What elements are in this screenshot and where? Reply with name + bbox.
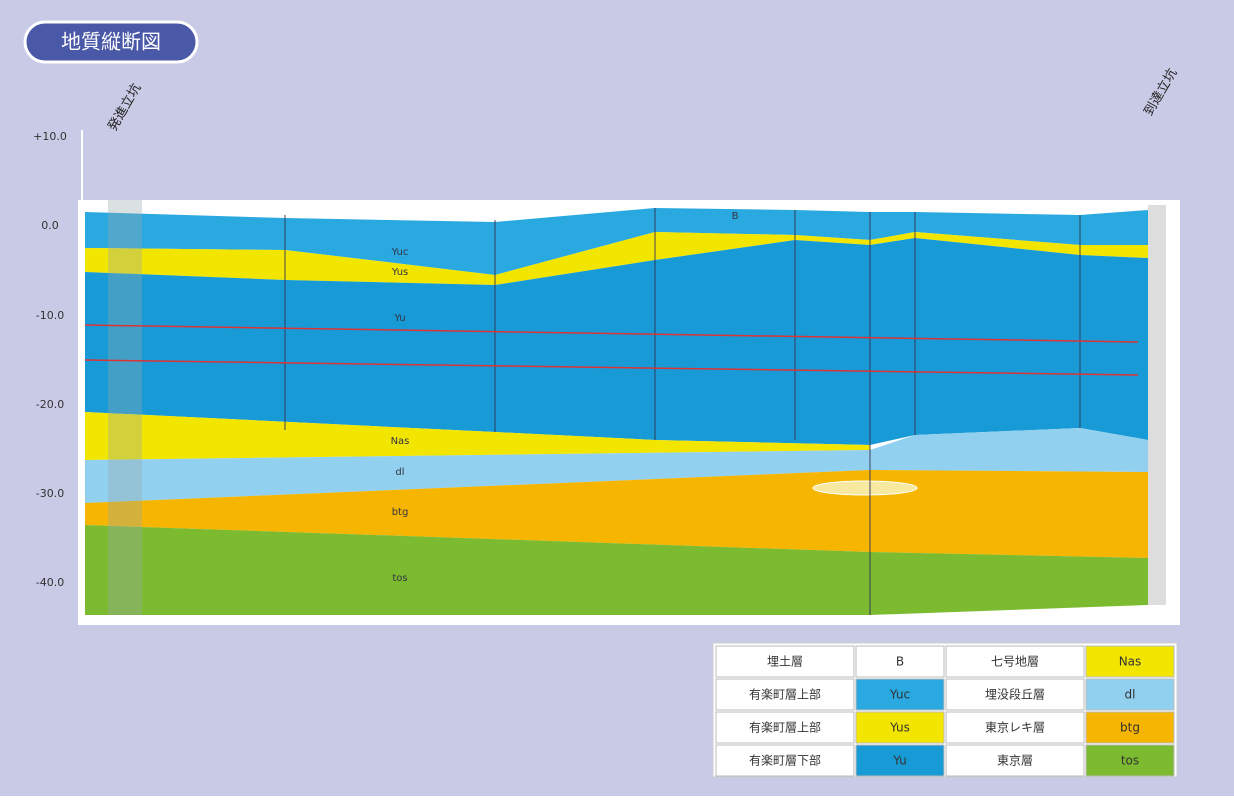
legend-cell [945,744,1085,777]
section [78,130,1180,625]
legend: 埋土層 B 七号地層 Nas 有楽町層上部 Yuc 埋没段丘層 dl 有楽町層上部 Yus 東京レキ… [712,642,1178,778]
depth-label: -40.0 [36,576,64,589]
legend-code: tos [1121,754,1139,768]
depth-label: +10.0 [33,130,67,143]
legend-cell [715,711,855,744]
legend-cell [715,744,855,777]
start-shaft [108,200,142,615]
legend-code: Yuc [889,688,910,702]
boreholes [284,208,1081,615]
layer-tos [85,525,1148,615]
legend-code: Yu [892,754,907,768]
end-shaft [1148,205,1166,605]
depth-label: -20.0 [36,398,64,411]
legend-name: 東京層 [997,754,1033,768]
layer-label: Yus [391,267,409,278]
depth-labels: +10.0 0.0 -10.0 -20.0 -30.0 -40.0 [33,130,67,589]
legend-name: 有楽町層上部 [749,687,821,702]
layer-nas [85,412,870,460]
legend-cell [855,744,945,777]
legend-code: Nas [1119,655,1142,669]
layer-yu [85,238,1148,445]
legend-code: B [896,655,904,669]
legend-name: 有楽町層下部 [749,753,821,768]
depth-label: 0.0 [41,219,59,232]
legend-code: btg [1120,721,1140,735]
layer-label: Yuc [391,247,409,258]
layer-label: Nas [391,436,410,447]
legend-name: 埋没段丘層 [985,687,1045,702]
layer-label: Yu [393,313,405,324]
legend-cell [1085,711,1175,744]
title-pill [23,20,199,64]
layer-yus [85,232,1148,285]
legend-cell [855,645,945,678]
layer-label: dl [395,467,404,478]
layer-yuc [85,208,1148,275]
legend-cell [945,645,1085,678]
layer-dl [85,428,1148,503]
legend-cell [715,645,855,678]
section-labels: B Yuc Yus Yu Nas dl btg tos [391,211,739,584]
legend-cell [1085,645,1175,678]
legend-name: 有楽町層上部 [749,720,821,735]
depth-label: -30.0 [36,487,64,500]
legend-cell [1085,678,1175,711]
legend-cell [715,678,855,711]
legend-cell [855,678,945,711]
legend-cell [945,711,1085,744]
layer-label: B [732,211,739,222]
legend-name: 七号地層 [991,655,1039,669]
lens [812,480,918,496]
title: 地質縦断図 [61,30,161,54]
depth-label: -10.0 [36,309,64,322]
layer-label: tos [392,573,407,584]
legend-cell [855,711,945,744]
layer-label: btg [392,507,409,518]
legend-name: 埋土層 [767,655,803,669]
legend-cell [945,678,1085,711]
legend-cell [1085,744,1175,777]
legend-name: 東京レキ層 [985,721,1045,735]
tunnel-top [84,324,1139,343]
tunnel-bottom [84,359,1139,376]
legend-code: dl [1125,688,1136,702]
legend-code: Yus [889,721,910,735]
